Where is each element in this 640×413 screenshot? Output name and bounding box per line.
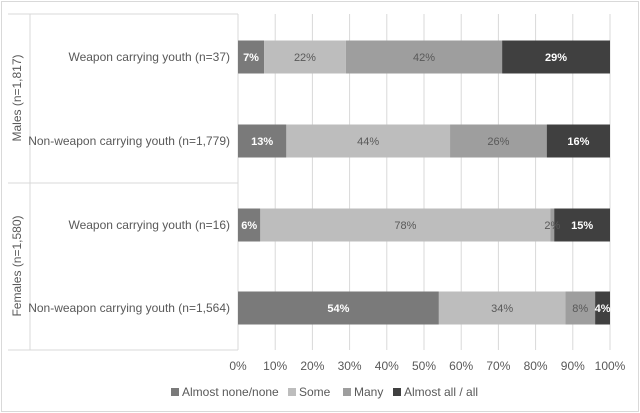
- legend-item: Some: [288, 385, 331, 399]
- data-label: 6%: [241, 220, 257, 232]
- group-label: Females (n=1,580): [10, 215, 24, 316]
- x-axis-tick-labels: 0% 10% 20% 30% 40% 50% 60% 70% 80% 90% 100%: [229, 359, 625, 373]
- x-tick-label: 90%: [561, 359, 585, 373]
- data-label: 42%: [413, 52, 435, 64]
- legend-swatch: [288, 388, 296, 396]
- group-divider-lines: [8, 13, 238, 351]
- data-label: 29%: [545, 52, 567, 64]
- x-tick-label: 20%: [300, 359, 324, 373]
- bar-segment: [438, 291, 566, 325]
- category-label: Weapon carrying youth (n=37): [68, 50, 230, 64]
- group-label: Males (n=1,817): [10, 54, 24, 141]
- bar-segment: [550, 208, 555, 242]
- data-label: 8%: [572, 303, 588, 315]
- x-tick-label: 80%: [524, 359, 548, 373]
- category-label: Non-weapon carrying youth (n=1,564): [28, 301, 230, 315]
- x-tick-label: 50%: [412, 359, 436, 373]
- bar-segment: [264, 40, 346, 74]
- legend-swatch: [393, 388, 401, 396]
- category-label: Weapon carrying youth (n=16): [68, 218, 230, 232]
- bar-segments: [238, 40, 610, 325]
- x-tick-label: 100%: [595, 359, 626, 373]
- bar-segment: [345, 40, 503, 74]
- data-label: 54%: [327, 303, 349, 315]
- category-label: Non-weapon carrying youth (n=1,779): [28, 134, 230, 148]
- data-label: 4%: [595, 303, 611, 315]
- data-label: 2%: [544, 220, 560, 232]
- data-labels: 7% 22% 42% 29% 13% 44% 26% 16% 6% 78% 2% 15% 54% 34% 8…: [241, 52, 611, 315]
- bar-segment: [238, 124, 287, 158]
- bar-segment: [450, 124, 547, 158]
- legend-label: Almost all / all: [404, 385, 478, 399]
- x-tick-label: 10%: [263, 359, 287, 373]
- x-tick-label: 70%: [486, 359, 510, 373]
- legend: Almost none/none Some Many Almost all / all: [171, 385, 478, 399]
- data-label: 44%: [357, 136, 379, 148]
- legend-item: Almost all / all: [393, 385, 478, 399]
- data-label: 78%: [394, 220, 416, 232]
- bar-segment: [565, 291, 596, 325]
- legend-swatch: [343, 388, 351, 396]
- legend-swatch: [171, 388, 179, 396]
- bar-segment: [260, 208, 551, 242]
- bar-segment: [238, 40, 265, 74]
- x-tick-label: 40%: [375, 359, 399, 373]
- x-tick-label: 60%: [449, 359, 473, 373]
- bar-segment: [238, 291, 439, 325]
- data-label: 26%: [487, 136, 509, 148]
- x-tick-label: 30%: [338, 359, 362, 373]
- data-label: 7%: [243, 52, 259, 64]
- legend-label: Some: [299, 385, 331, 399]
- legend-item: Many: [343, 385, 383, 399]
- data-label: 16%: [567, 136, 589, 148]
- x-tick-label: 0%: [229, 359, 247, 373]
- legend-label: Almost none/none: [182, 385, 279, 399]
- bar-segment: [595, 291, 610, 325]
- data-label: 22%: [294, 52, 316, 64]
- legend-label: Many: [354, 385, 383, 399]
- data-label: 13%: [251, 136, 273, 148]
- legend-item: Almost none/none: [171, 385, 279, 399]
- category-labels: Weapon carrying youth (n=37) Non-weapon c…: [28, 50, 230, 315]
- bar-segment: [554, 208, 610, 242]
- bar-segment: [502, 40, 610, 74]
- bar-segment: [238, 208, 261, 242]
- bar-segment: [546, 124, 610, 158]
- bar-segment: [286, 124, 451, 158]
- data-label: 34%: [491, 303, 513, 315]
- data-label: 15%: [571, 220, 593, 232]
- group-labels: Males (n=1,817) Females (n=1,580): [10, 54, 24, 316]
